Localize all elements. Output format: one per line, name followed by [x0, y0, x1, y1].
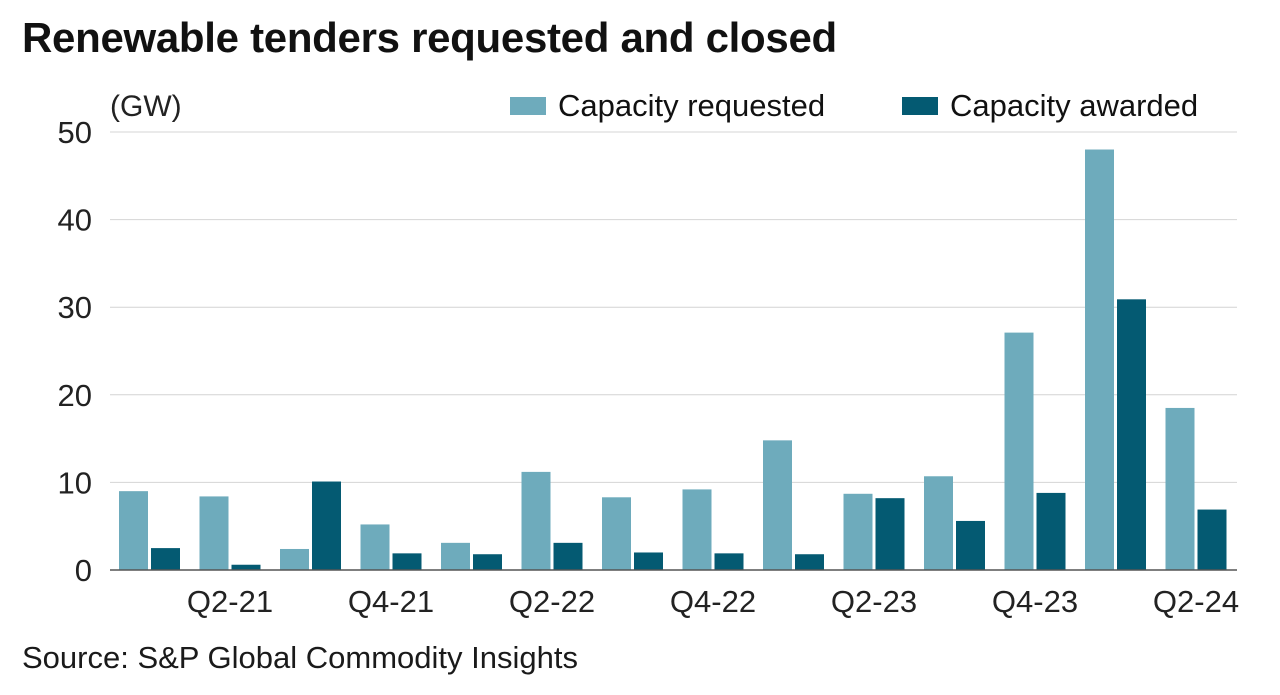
bar-capacity-requested [763, 440, 792, 570]
y-tick-label: 10 [58, 465, 92, 500]
bar-capacity-requested [521, 471, 551, 570]
bar-capacity-requested [1085, 149, 1114, 570]
bar-capacity-awarded [312, 481, 341, 570]
legend-swatch-requested [510, 97, 546, 115]
gridlines [110, 131, 1237, 483]
bar-capacity-awarded [1197, 509, 1227, 570]
y-tick-label: 40 [58, 203, 92, 238]
bars [119, 149, 1227, 570]
x-tick-label: Q4-23 [992, 584, 1078, 619]
bar-capacity-awarded [392, 553, 422, 570]
bar-capacity-awarded [1117, 299, 1146, 570]
bar-capacity-awarded [634, 552, 663, 570]
y-tick-label: 20 [58, 378, 92, 413]
legend-swatch-awarded [902, 97, 938, 115]
bar-capacity-awarded [473, 554, 502, 570]
bar-capacity-requested [602, 497, 631, 570]
axes: 0 10 20 30 40 50 Q2-21 Q4-21 Q2-22 Q4-22 Q2-23 Q4-2… [58, 115, 1240, 619]
legend-item-requested: Capacity requested [510, 88, 825, 124]
source-note: Source: S&P Global Commodity Insights [22, 640, 578, 675]
bar-capacity-requested [280, 548, 309, 570]
x-tick-label: Q2-22 [509, 584, 595, 619]
bar-capacity-requested [843, 493, 873, 570]
y-tick-label: 50 [58, 115, 92, 150]
bar-capacity-awarded [956, 520, 985, 570]
bar-capacity-requested [924, 476, 953, 570]
x-tick-label: Q4-22 [670, 584, 756, 619]
bar-capacity-requested [360, 524, 390, 570]
legend-item-awarded: Capacity awarded [902, 88, 1198, 124]
x-tick-label: Q2-21 [187, 584, 273, 619]
bar-capacity-requested [199, 496, 229, 570]
x-tick-label: Q2-24 [1153, 584, 1239, 619]
y-axis-unit-label: (GW) [110, 90, 182, 123]
bar-capacity-awarded [231, 564, 261, 570]
legend-label-requested: Capacity requested [558, 88, 826, 123]
bar-capacity-requested [119, 491, 148, 570]
bar-capacity-awarded [151, 548, 180, 570]
x-tick-label: Q4-21 [348, 584, 434, 619]
bar-capacity-requested [1165, 407, 1195, 570]
bar-capacity-awarded [553, 542, 583, 570]
y-tick-label: 0 [75, 553, 92, 588]
bar-capacity-requested [1004, 332, 1034, 570]
bar-capacity-requested [441, 542, 470, 570]
x-tick-label: Q2-23 [831, 584, 917, 619]
bar-capacity-requested [682, 489, 712, 570]
chart-title: Renewable tenders requested and closed [22, 14, 837, 61]
bar-capacity-awarded [1036, 492, 1066, 570]
legend-label-awarded: Capacity awarded [950, 88, 1199, 123]
bar-capacity-awarded [875, 498, 905, 570]
bar-capacity-awarded [795, 554, 824, 570]
y-tick-label: 30 [58, 290, 92, 325]
bar-capacity-awarded [714, 553, 744, 570]
